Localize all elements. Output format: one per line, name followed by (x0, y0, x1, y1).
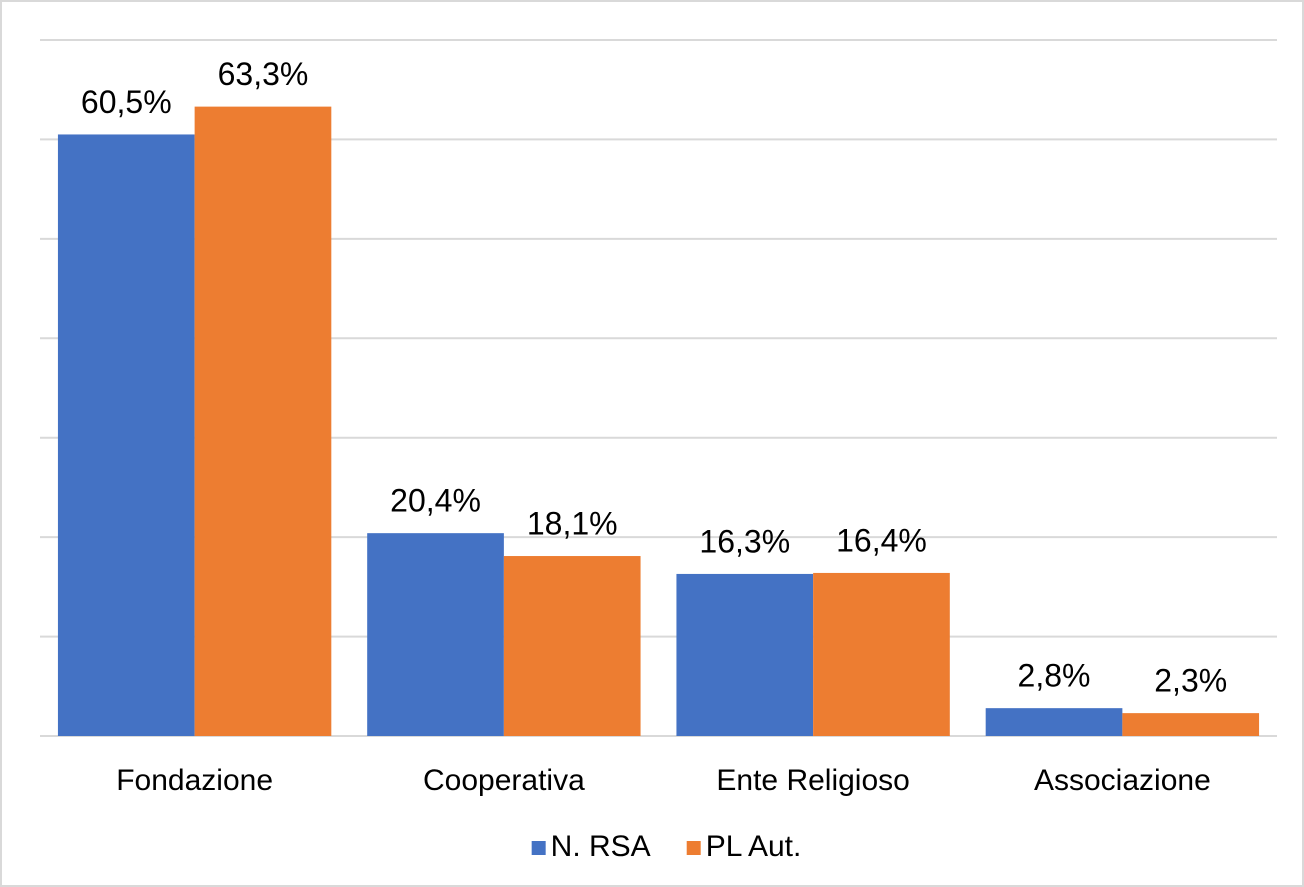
data-label: 2,8% (1018, 658, 1091, 694)
data-label: 16,3% (699, 523, 790, 559)
bar (57, 134, 195, 736)
data-label: 2,3% (1154, 663, 1227, 699)
data-label: 20,4% (390, 483, 481, 519)
bar (194, 106, 332, 737)
legend-label: N. RSA (551, 830, 651, 863)
bar (676, 573, 814, 736)
x-tick-label: Cooperativa (423, 764, 585, 797)
x-tick-label: Associazione (1034, 764, 1211, 797)
bar (367, 533, 504, 736)
x-tick-label: Ente Religioso (716, 764, 909, 797)
bar (503, 556, 641, 736)
legend-label: PL Aut. (706, 830, 802, 863)
legend-swatch (686, 841, 701, 855)
data-label: 18,1% (527, 505, 618, 541)
bar (1122, 713, 1260, 736)
legend-swatch (531, 841, 546, 855)
bar (813, 572, 950, 736)
bar (985, 708, 1123, 736)
data-label: 60,5% (81, 84, 172, 120)
data-label: 63,3% (218, 56, 309, 92)
data-label: 16,4% (836, 522, 927, 558)
x-tick-label: Fondazione (116, 764, 273, 797)
